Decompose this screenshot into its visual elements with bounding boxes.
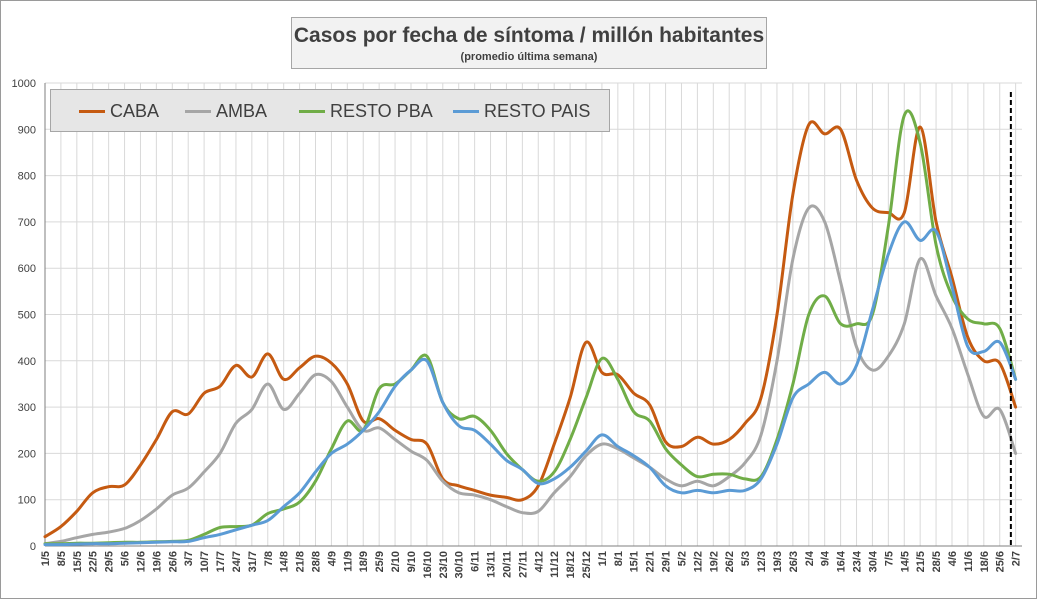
legend-label-caba: CABA bbox=[110, 100, 160, 121]
series-line-resto-pba bbox=[43, 109, 1018, 546]
x-tick-label: 2/7 bbox=[1011, 551, 1023, 566]
y-tick-label: 100 bbox=[18, 495, 36, 507]
x-tick-label: 25/9 bbox=[374, 551, 386, 572]
x-tick-label: 5/3 bbox=[740, 551, 752, 566]
x-tick-label: 12/2 bbox=[692, 551, 704, 572]
x-tick-label: 29/1 bbox=[661, 551, 673, 572]
x-tick-label: 21/8 bbox=[295, 551, 307, 572]
x-tick-label: 8/1 bbox=[613, 551, 625, 566]
x-tick-label: 29/5 bbox=[104, 551, 116, 572]
x-tick-label: 20/11 bbox=[501, 551, 513, 578]
x-tick-label: 5/2 bbox=[676, 551, 688, 566]
x-tick-label: 16/10 bbox=[422, 551, 434, 579]
x-tick-label: 11/6 bbox=[963, 551, 975, 572]
y-tick-label: 600 bbox=[18, 263, 36, 275]
x-tick-label: 22/5 bbox=[88, 551, 100, 572]
x-tick-label: 4/9 bbox=[326, 551, 338, 566]
x-tick-label: 4/12 bbox=[533, 551, 545, 572]
x-tick-label: 30/4 bbox=[867, 550, 879, 572]
y-tick-label: 700 bbox=[18, 217, 36, 229]
x-tick-label: 18/6 bbox=[979, 551, 991, 572]
legend-swatch-amba bbox=[185, 109, 211, 113]
y-tick-label: 800 bbox=[18, 171, 36, 183]
y-tick-label: 0 bbox=[30, 541, 36, 553]
chart-title-box: Casos por fecha de síntoma / millón habi… bbox=[291, 17, 767, 69]
series-line-resto-pais bbox=[43, 220, 1018, 547]
x-tick-label: 31/7 bbox=[247, 551, 259, 572]
x-tick-label: 2/4 bbox=[804, 550, 816, 566]
y-tick-label: 1000 bbox=[12, 78, 36, 90]
x-tick-label: 2/10 bbox=[390, 551, 402, 572]
x-tick-label: 19/6 bbox=[151, 551, 163, 572]
x-tick-label: 23/10 bbox=[438, 551, 450, 579]
x-tick-label: 14/5 bbox=[899, 551, 911, 572]
x-tick-label: 7/5 bbox=[883, 551, 895, 566]
x-tick-label: 14/8 bbox=[279, 551, 291, 572]
x-tick-label: 19/2 bbox=[708, 551, 720, 572]
legend-item-resto-pba: RESTO PBA bbox=[299, 101, 433, 121]
chart-subtitle: (promedio última semana) bbox=[460, 51, 598, 63]
x-tick-label: 17/7 bbox=[215, 551, 227, 572]
x-axis-ticks: 1/5 8/5 15/5 22/5 29/5 5/6 12/6 19/6 26/6 3/7 10/7… bbox=[40, 550, 1023, 578]
legend-label-resto-pba: RESTO PBA bbox=[330, 100, 433, 121]
x-tick-label: 15/5 bbox=[72, 551, 84, 572]
x-tick-label: 23/4 bbox=[852, 550, 864, 572]
series-line-caba bbox=[43, 120, 1018, 539]
chart-legend: CABA AMBA RESTO PBA RESTO PAIS bbox=[50, 89, 610, 132]
legend-label-resto-pais: RESTO PAIS bbox=[484, 100, 591, 121]
horizontal-gridlines bbox=[45, 82, 1022, 547]
x-tick-label: 24/7 bbox=[231, 551, 243, 572]
y-tick-label: 500 bbox=[18, 310, 36, 322]
x-tick-label: 1/1 bbox=[597, 551, 609, 566]
x-tick-label: 6/11 bbox=[470, 551, 482, 572]
x-tick-label: 26/2 bbox=[724, 551, 736, 572]
x-tick-label: 26/3 bbox=[788, 551, 800, 572]
x-tick-label: 25/12 bbox=[581, 551, 593, 579]
legend-label-amba: AMBA bbox=[216, 100, 268, 121]
x-tick-label: 18/12 bbox=[565, 551, 577, 579]
y-axis-ticks: 0 100 200 300 400 500 600 700 800 900 1000 bbox=[12, 78, 36, 553]
x-tick-label: 28/8 bbox=[311, 551, 323, 572]
x-tick-label: 25/6 bbox=[995, 551, 1007, 572]
x-tick-label: 18/9 bbox=[358, 551, 370, 572]
series-lines bbox=[43, 109, 1018, 547]
x-tick-label: 13/11 bbox=[486, 551, 498, 578]
legend-swatch-resto-pba bbox=[299, 109, 325, 113]
x-tick-label: 22/1 bbox=[645, 551, 657, 572]
x-tick-label: 7/8 bbox=[263, 551, 275, 566]
x-tick-label: 15/1 bbox=[629, 551, 641, 572]
legend-item-resto-pais: RESTO PAIS bbox=[453, 101, 590, 121]
x-tick-label: 19/3 bbox=[772, 551, 784, 572]
x-tick-label: 4/6 bbox=[947, 551, 959, 566]
x-tick-label: 11/12 bbox=[549, 551, 561, 578]
x-tick-label: 28/5 bbox=[931, 551, 943, 572]
x-tick-label: 1/5 bbox=[40, 551, 52, 566]
x-tick-label: 30/10 bbox=[454, 551, 466, 579]
legend-item-caba: CABA bbox=[79, 101, 159, 121]
x-tick-label: 16/4 bbox=[836, 550, 848, 572]
chart-title: Casos por fecha de síntoma / millón habi… bbox=[293, 24, 765, 47]
x-tick-label: 12/3 bbox=[756, 551, 768, 572]
x-tick-label: 21/5 bbox=[915, 551, 927, 572]
x-tick-label: 5/6 bbox=[120, 551, 132, 566]
y-tick-label: 900 bbox=[18, 124, 36, 136]
y-tick-label: 200 bbox=[18, 448, 36, 460]
x-tick-label: 9/4 bbox=[820, 550, 832, 566]
x-tick-label: 10/7 bbox=[199, 551, 211, 572]
x-tick-label: 9/10 bbox=[406, 551, 418, 572]
x-tick-label: 11/9 bbox=[342, 551, 354, 572]
x-tick-label: 3/7 bbox=[183, 551, 195, 566]
legend-item-amba: AMBA bbox=[185, 101, 267, 121]
legend-swatch-caba bbox=[79, 109, 105, 113]
series-line-amba bbox=[43, 204, 1018, 546]
y-tick-label: 300 bbox=[18, 402, 36, 414]
x-tick-label: 26/6 bbox=[167, 551, 179, 572]
x-tick-label: 27/11 bbox=[517, 551, 529, 578]
y-tick-label: 400 bbox=[18, 356, 36, 368]
x-tick-label: 12/6 bbox=[135, 551, 147, 572]
legend-swatch-resto-pais bbox=[453, 109, 479, 113]
x-tick-label: 8/5 bbox=[56, 551, 68, 566]
